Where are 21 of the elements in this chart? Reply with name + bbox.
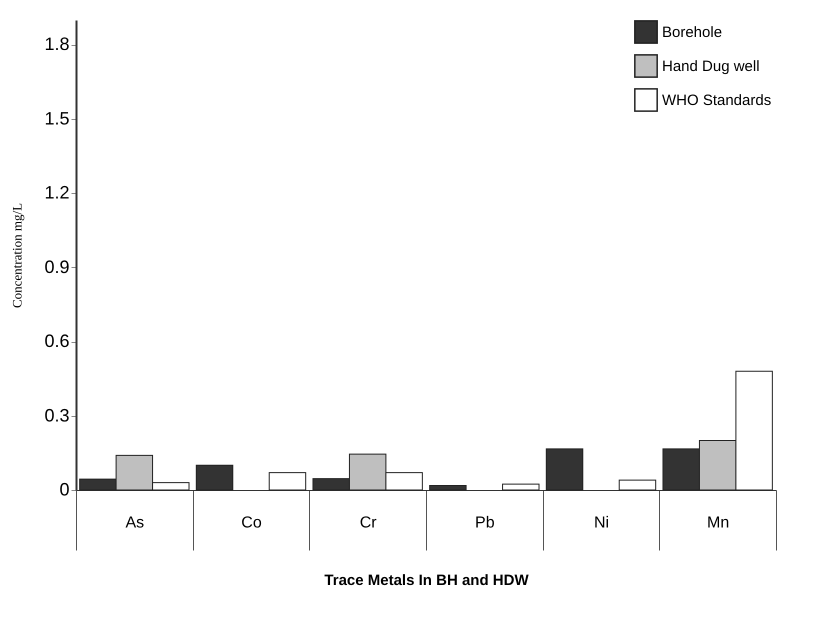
x-tick-label: Ni bbox=[594, 514, 610, 532]
legend-label: Hand Dug well bbox=[662, 58, 760, 75]
x-axis-title: Trace Metals In BH and HDW bbox=[324, 572, 530, 589]
y-tick-label: 1.5 bbox=[44, 108, 70, 128]
legend-label: Borehole bbox=[662, 24, 722, 41]
y-tick-label: 1.8 bbox=[44, 34, 70, 54]
y-tick-label: 0.6 bbox=[44, 331, 70, 352]
x-tick-label: Mn bbox=[707, 514, 730, 532]
y-tick-label: 0.9 bbox=[44, 256, 70, 277]
bar bbox=[502, 484, 540, 490]
bar bbox=[268, 472, 306, 490]
y-axis-title: Concentration mg/L bbox=[9, 202, 24, 308]
y-tick-label: 0 bbox=[59, 480, 70, 500]
legend-label: WHO Standards bbox=[662, 92, 772, 109]
x-tick-label: As bbox=[125, 514, 144, 532]
y-tick-label: 0.3 bbox=[44, 405, 70, 426]
x-tick-label: Pb bbox=[475, 514, 495, 532]
x-tick-label: Cr bbox=[360, 514, 378, 532]
bar bbox=[618, 480, 656, 490]
x-tick-label: Co bbox=[241, 514, 262, 532]
y-tick-label: 1.2 bbox=[44, 182, 70, 203]
